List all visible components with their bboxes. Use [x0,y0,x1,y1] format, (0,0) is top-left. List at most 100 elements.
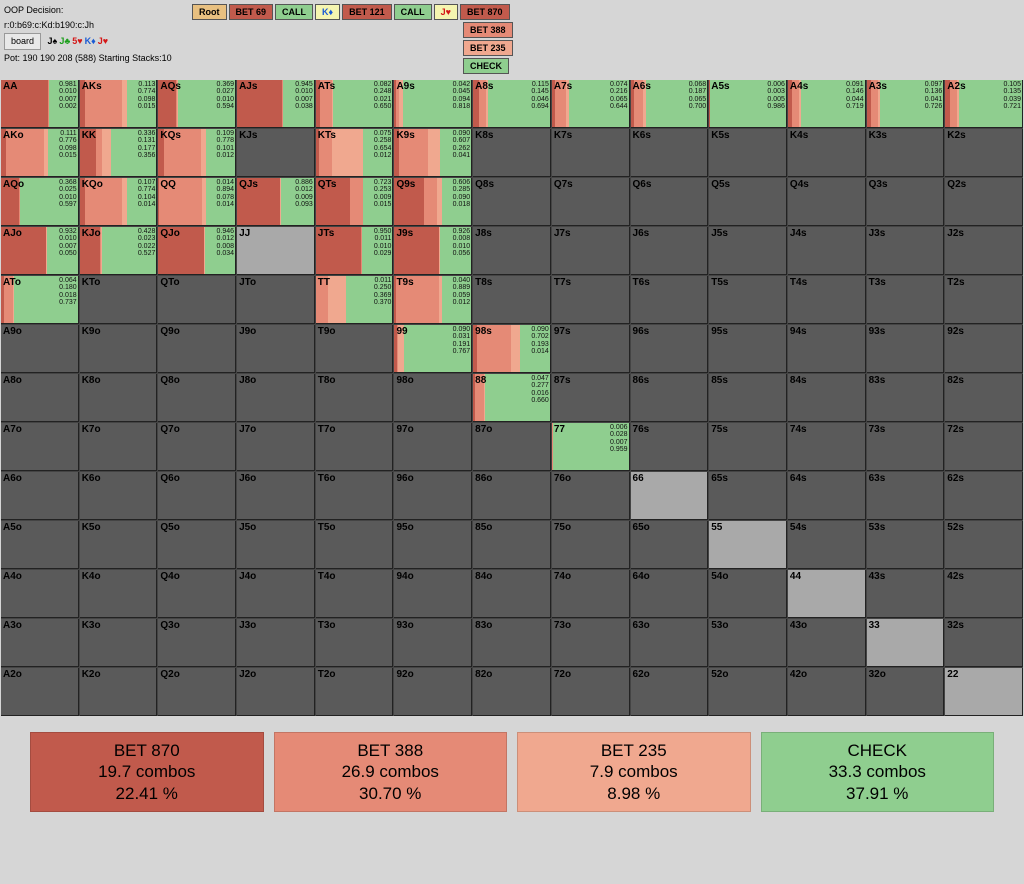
range-cell[interactable]: Q4o [158,570,236,618]
range-cell[interactable]: 82s [945,374,1023,422]
range-cell[interactable]: 53s [867,521,945,569]
range-cell[interactable]: 97s [552,325,630,373]
range-cell[interactable]: KK0.3360.1310.1770.356 [80,129,158,177]
range-cell[interactable]: K3o [80,619,158,667]
range-cell[interactable]: Q7o [158,423,236,471]
range-cell[interactable]: KQo0.1070.7740.1040.014 [80,178,158,226]
range-cell[interactable]: J4s [788,227,866,275]
range-cell[interactable]: A8s0.1150.1450.0460.694 [473,80,551,128]
range-cell[interactable]: A4s0.0910.1460.0440.719 [788,80,866,128]
tree-node[interactable]: CALL [275,4,313,20]
range-cell[interactable]: 33 [867,619,945,667]
range-cell[interactable]: 75o [552,521,630,569]
range-cell[interactable]: 95s [709,325,787,373]
range-cell[interactable]: Q6s [631,178,709,226]
range-cell[interactable]: 73s [867,423,945,471]
range-cell[interactable]: J9s0.9260.0080.0100.056 [394,227,472,275]
range-cell[interactable]: K4o [80,570,158,618]
range-cell[interactable]: A7s0.0740.2160.0650.644 [552,80,630,128]
range-cell[interactable]: 76o [552,472,630,520]
range-cell[interactable]: 84s [788,374,866,422]
range-cell[interactable]: K3s [867,129,945,177]
range-cell[interactable]: 62s [945,472,1023,520]
range-cell[interactable]: K2o [80,668,158,716]
summary-card[interactable]: BET 87019.7 combos22.41 % [30,732,264,812]
range-cell[interactable]: 64s [788,472,866,520]
range-cell[interactable]: 54o [709,570,787,618]
range-cell[interactable]: T7o [316,423,394,471]
range-cell[interactable]: JJ [237,227,315,275]
tree-node[interactable]: K♦ [315,4,340,20]
range-cell[interactable]: J6s [631,227,709,275]
range-cell[interactable]: T6s [631,276,709,324]
range-cell[interactable]: 880.0470.2770.0160.660 [473,374,551,422]
range-cell[interactable]: 86o [473,472,551,520]
range-cell[interactable]: T5o [316,521,394,569]
range-cell[interactable]: AQo0.3680.0250.0100.597 [1,178,79,226]
summary-card[interactable]: CHECK33.3 combos37.91 % [761,732,995,812]
range-cell[interactable]: AJs0.9450.0100.0070.038 [237,80,315,128]
range-cell[interactable]: KTo [80,276,158,324]
tree-node[interactable]: Root [192,4,227,20]
range-cell[interactable]: 53o [709,619,787,667]
range-cell[interactable]: QJo0.9460.0120.0080.034 [158,227,236,275]
summary-card[interactable]: BET 2357.9 combos8.98 % [517,732,751,812]
range-cell[interactable]: 86s [631,374,709,422]
range-cell[interactable]: AKo0.1110.7760.0980.015 [1,129,79,177]
range-cell[interactable]: JTo [237,276,315,324]
range-cell[interactable]: QJs0.8860.0120.0090.093 [237,178,315,226]
range-cell[interactable]: K6s [631,129,709,177]
range-cell[interactable]: ATo0.0640.1800.0180.737 [1,276,79,324]
range-cell[interactable]: Q3o [158,619,236,667]
range-cell[interactable]: KTs0.0750.2580.6540.012 [316,129,394,177]
range-cell[interactable]: Q3s [867,178,945,226]
range-cell[interactable]: 75s [709,423,787,471]
range-cell[interactable]: 94o [394,570,472,618]
range-cell[interactable]: 97o [394,423,472,471]
range-cell[interactable]: A7o [1,423,79,471]
range-cell[interactable]: Q6o [158,472,236,520]
range-cell[interactable]: J3s [867,227,945,275]
range-cell[interactable]: A3o [1,619,79,667]
range-cell[interactable]: 63o [631,619,709,667]
range-cell[interactable]: J4o [237,570,315,618]
range-cell[interactable]: Q2o [158,668,236,716]
range-cell[interactable]: 63s [867,472,945,520]
tree-node[interactable]: BET 235 [463,40,513,56]
range-cell[interactable]: AQs0.3690.0270.0100.594 [158,80,236,128]
range-cell[interactable]: J6o [237,472,315,520]
range-cell[interactable]: T7s [552,276,630,324]
range-cell[interactable]: A2s0.1050.1350.0390.721 [945,80,1023,128]
range-cell[interactable]: J7o [237,423,315,471]
range-cell[interactable]: KJo0.4280.0230.0220.527 [80,227,158,275]
range-cell[interactable]: 52s [945,521,1023,569]
range-cell[interactable]: T2s [945,276,1023,324]
range-cell[interactable]: J7s [552,227,630,275]
range-cell[interactable]: QTo [158,276,236,324]
range-cell[interactable]: 32o [867,668,945,716]
tree-node[interactable]: CHECK [463,58,509,74]
range-cell[interactable]: Q5s [709,178,787,226]
range-cell[interactable]: 85o [473,521,551,569]
range-cell[interactable]: T9s0.0400.8890.0590.012 [394,276,472,324]
range-cell[interactable]: 76s [631,423,709,471]
range-cell[interactable]: 64o [631,570,709,618]
range-cell[interactable]: 72s [945,423,1023,471]
range-cell[interactable]: 92s [945,325,1023,373]
range-cell[interactable]: AKs0.1130.7740.0980.015 [80,80,158,128]
range-cell[interactable]: K9o [80,325,158,373]
range-cell[interactable]: T5s [709,276,787,324]
range-cell[interactable]: 32s [945,619,1023,667]
range-cell[interactable]: QQ0.0140.8940.0780.014 [158,178,236,226]
range-cell[interactable]: 43o [788,619,866,667]
range-cell[interactable]: Q5o [158,521,236,569]
range-cell[interactable]: 72o [552,668,630,716]
summary-card[interactable]: BET 38826.9 combos30.70 % [274,732,508,812]
range-cell[interactable]: 87s [552,374,630,422]
range-cell[interactable]: AA0.9810.0100.0070.002 [1,80,79,128]
range-cell[interactable]: A9s0.0420.0450.0940.818 [394,80,472,128]
range-cell[interactable]: J3o [237,619,315,667]
tree-node[interactable]: CALL [394,4,432,20]
range-cell[interactable]: AJo0.9320.0100.0070.050 [1,227,79,275]
range-cell[interactable]: A4o [1,570,79,618]
